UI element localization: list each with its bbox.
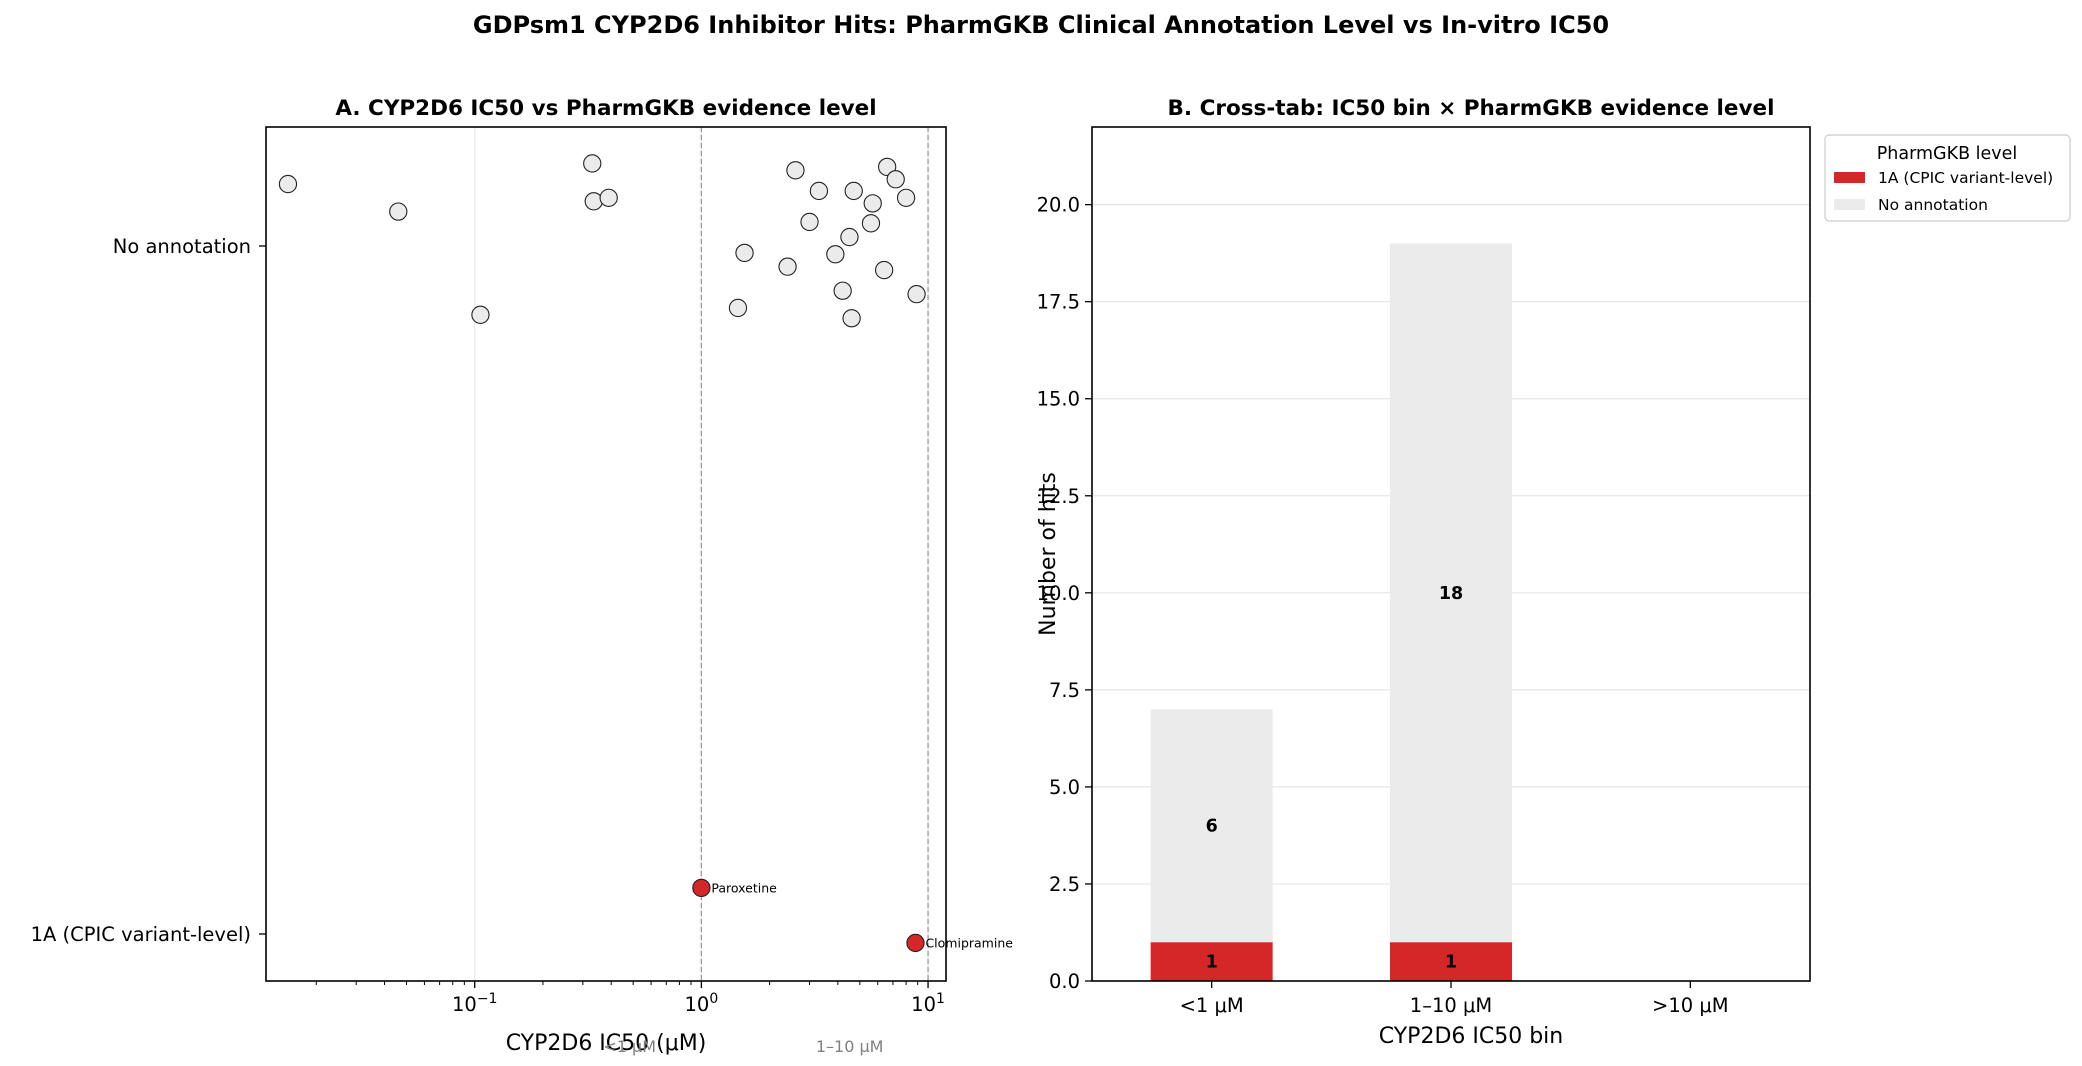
scatter-point-no-annotation <box>833 281 852 300</box>
scatter-point-no-annotation <box>389 202 408 221</box>
legend-swatch-1a <box>1834 172 1865 183</box>
y-tick-label: 15.0 <box>1037 388 1080 411</box>
figure-title: GDPsm1 CYP2D6 Inhibitor Hits: PharmGKB C… <box>473 11 1609 39</box>
point-label-clomipramine: Clomipramine <box>925 935 1013 950</box>
scatter-point-no-annotation <box>907 285 926 304</box>
panel-a-x-axis-label: CYP2D6 IC50 (μM) <box>506 1031 707 1056</box>
panel-a-reference-lines <box>700 127 929 981</box>
scatter-point-no-annotation <box>728 298 748 318</box>
bar-value-label: 6 <box>1206 817 1218 837</box>
panel-b-x-ticks: <1 μM 1–10 μM >10 μM <box>1180 981 1729 1017</box>
scatter-point-no-annotation <box>886 170 905 189</box>
y-tick-label: 7.5 <box>1049 679 1080 702</box>
scatter-point-no-annotation <box>778 257 797 276</box>
x-tick-label: 100 <box>685 991 719 1016</box>
panel-a-points <box>278 154 926 953</box>
scatter-point-no-annotation <box>863 194 882 213</box>
scatter-point-no-annotation <box>786 161 805 180</box>
legend-frame <box>1824 134 2071 222</box>
y-tick-label: 2.5 <box>1049 873 1080 896</box>
scatter-point-no-annotation <box>896 188 916 207</box>
panel-a-title: A. CYP2D6 IC50 vs PharmGKB evidence leve… <box>335 96 876 121</box>
legend-label-no-annotation: No annotation <box>1878 196 1988 214</box>
y-tick-label: 20.0 <box>1037 194 1080 217</box>
panel-b-y-ticks: 0.0 2.5 5.0 7.5 10.0 12.5 15.0 17.5 20.0 <box>1037 194 1092 993</box>
x-tick-label-1-m: <1 μM <box>1180 994 1244 1017</box>
panel-a-point-labels: Paroxetine Clomipramine <box>711 880 1013 950</box>
legend: PharmGKB level 1A (CPIC variant-level) N… <box>1824 134 2071 222</box>
scatter-point-no-annotation <box>861 214 881 233</box>
bar-1a-cpic-variant-level-1-10-m <box>1390 942 1512 981</box>
panel-b-bar-chart: B. Cross-tab: IC50 bin × PharmGKB eviden… <box>1036 96 2071 1049</box>
scatter-point-no-annotation <box>735 243 754 263</box>
scatter-point-no-annotation <box>599 188 618 207</box>
bar-no-annotation-1-10-m <box>1390 243 1512 943</box>
legend-title: PharmGKB level <box>1877 144 2018 164</box>
panel-a-y-ticks: No annotation 1A (CPIC variant-level) <box>31 235 266 946</box>
panel-b-x-axis-label: CYP2D6 IC50 bin <box>1379 1024 1563 1049</box>
bar-no-annotation-1-m <box>1150 709 1273 943</box>
scatter-point-no-annotation <box>874 260 894 280</box>
scatter-point-no-annotation <box>809 181 829 201</box>
y-tick-label: 12.5 <box>1037 485 1080 508</box>
scatter-point-no-annotation <box>840 227 859 247</box>
band-label: <1 μM <box>603 1037 656 1056</box>
panel-b-title: B. Cross-tab: IC50 bin × PharmGKB eviden… <box>1168 96 1775 121</box>
y-tick-label: 10.0 <box>1037 582 1080 605</box>
panel-a-x-ticks: 10−1 100 101 <box>315 981 945 1016</box>
scatter-point-no-annotation <box>844 181 863 201</box>
panel-b-bar-labels: 1 6 1 18 <box>1206 584 1464 973</box>
x-tick-label-1-10-m: 1–10 μM <box>1410 994 1492 1017</box>
scatter-point-no-annotation <box>584 192 603 211</box>
panel-a-band-labels: <1 μM 1–10 μM <box>603 1037 883 1056</box>
bar-value-label: 1 <box>1445 953 1457 973</box>
y-tick-label-no-annotation: No annotation <box>113 235 251 258</box>
y-tick-label: 5.0 <box>1049 776 1080 799</box>
bar-value-label: 18 <box>1439 584 1463 604</box>
scatter-point-no-annotation <box>278 174 298 194</box>
scatter-point-no-annotation <box>471 305 490 324</box>
y-tick-label-1a-cpic-variant-level: 1A (CPIC variant-level) <box>31 923 251 946</box>
x-tick-label: 10−1 <box>452 991 497 1016</box>
x-tick-label-10-m: >10 μM <box>1652 994 1729 1017</box>
band-label: 1–10 μM <box>816 1037 884 1056</box>
scatter-point-no-annotation <box>826 245 845 264</box>
y-tick-label: 0.0 <box>1049 970 1080 993</box>
panel-a-axes-frame <box>265 126 947 982</box>
scatter-point-1a-cpic-variant-level <box>906 933 925 953</box>
scatter-point-1a-cpic-variant-level <box>692 878 711 898</box>
x-tick-label: 101 <box>911 991 945 1016</box>
legend-label-1a: 1A (CPIC variant-level) <box>1878 169 2053 187</box>
panel-b-y-axis-label: Number of hits <box>1036 472 1061 636</box>
point-label-paroxetine: Paroxetine <box>711 880 777 895</box>
bar-1a-cpic-variant-level-1-m <box>1150 942 1273 981</box>
scatter-point-no-annotation <box>583 154 602 173</box>
y-tick-label: 17.5 <box>1037 291 1080 314</box>
scatter-point-no-annotation <box>842 309 861 328</box>
scatter-point-no-annotation <box>800 212 819 232</box>
legend-swatch-no-annotation <box>1834 199 1865 210</box>
bar-value-label: 1 <box>1206 953 1218 973</box>
panel-b-bars <box>1150 243 1512 981</box>
panel-a-scatter: A. CYP2D6 IC50 vs PharmGKB evidence leve… <box>31 96 1014 1056</box>
